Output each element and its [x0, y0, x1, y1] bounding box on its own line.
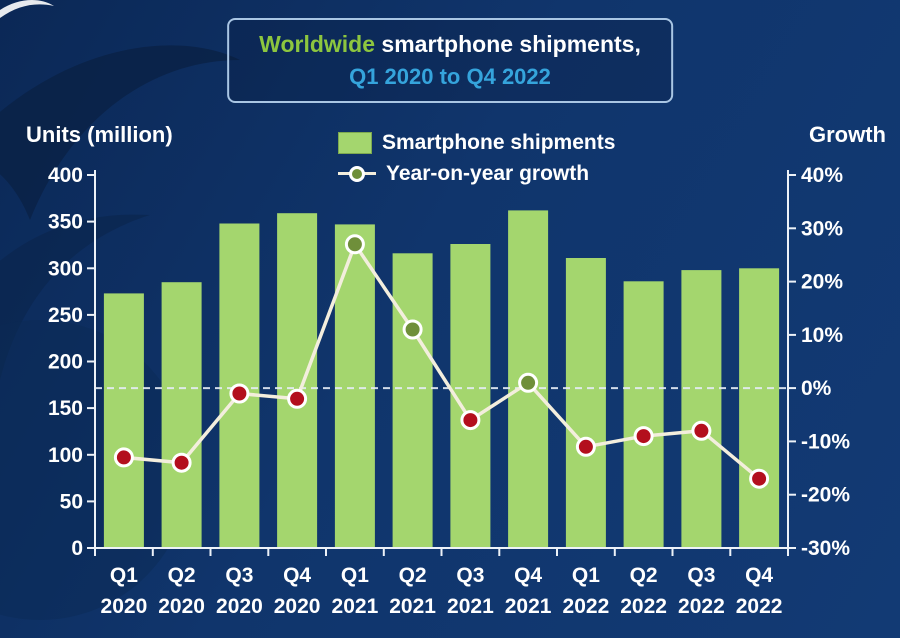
svg-text:2022: 2022	[736, 595, 783, 618]
svg-text:2022: 2022	[678, 595, 725, 618]
svg-text:0: 0	[71, 537, 83, 560]
chart-title-box: Worldwide smartphone shipments, Q1 2020 …	[227, 18, 673, 104]
svg-text:150: 150	[48, 397, 83, 420]
svg-text:Q3: Q3	[687, 564, 715, 587]
svg-text:2022: 2022	[620, 595, 667, 618]
svg-text:Q2: Q2	[399, 564, 427, 587]
svg-text:Q3: Q3	[456, 564, 484, 587]
svg-text:Q2: Q2	[630, 564, 658, 587]
svg-text:200: 200	[48, 351, 83, 374]
svg-text:Q1: Q1	[572, 564, 600, 587]
svg-text:300: 300	[48, 257, 83, 280]
svg-text:Q4: Q4	[283, 564, 311, 587]
svg-text:250: 250	[48, 304, 83, 327]
line-legend-label: Year-on-year growth	[386, 162, 590, 185]
svg-text:2022: 2022	[563, 595, 610, 618]
svg-text:2020: 2020	[158, 595, 205, 618]
bar-legend-label: Smartphone shipments	[382, 131, 616, 154]
svg-text:2020: 2020	[274, 595, 321, 618]
svg-text:-20%: -20%	[801, 484, 850, 507]
svg-text:2020: 2020	[101, 595, 148, 618]
svg-text:-30%: -30%	[801, 537, 850, 560]
svg-text:Q2: Q2	[168, 564, 196, 587]
svg-text:350: 350	[48, 211, 83, 234]
svg-text:Q4: Q4	[514, 564, 542, 587]
svg-text:30%: 30%	[801, 217, 843, 240]
right-axis-title: Growth	[809, 122, 886, 147]
svg-text:10%: 10%	[801, 324, 843, 347]
chart-title-highlight: Worldwide	[259, 31, 376, 57]
svg-text:40%: 40%	[801, 164, 843, 187]
line-legend-marker	[338, 163, 376, 185]
chart-title-rest: smartphone shipments,	[375, 31, 641, 57]
bar-legend-swatch	[338, 132, 372, 154]
legend: Smartphone shipments Year-on-year growth	[338, 131, 615, 186]
chart-title: Worldwide smartphone shipments,	[259, 28, 641, 61]
left-axis-title: Units (million)	[26, 122, 173, 147]
svg-text:2021: 2021	[447, 595, 494, 618]
svg-text:50: 50	[60, 490, 83, 513]
chart-subtitle: Q1 2020 to Q4 2022	[349, 64, 551, 90]
svg-text:Q1: Q1	[110, 564, 138, 587]
svg-text:2020: 2020	[216, 595, 263, 618]
svg-text:400: 400	[48, 164, 83, 187]
svg-text:20%: 20%	[801, 271, 843, 294]
svg-text:0%: 0%	[801, 377, 832, 400]
svg-text:Q3: Q3	[225, 564, 253, 587]
legend-item-line: Year-on-year growth	[338, 162, 615, 186]
legend-item-bars: Smartphone shipments	[338, 131, 615, 155]
svg-text:2021: 2021	[332, 595, 379, 618]
svg-text:Q4: Q4	[745, 564, 773, 587]
svg-text:Q1: Q1	[341, 564, 369, 587]
svg-text:100: 100	[48, 444, 83, 467]
svg-text:2021: 2021	[389, 595, 436, 618]
svg-text:2021: 2021	[505, 595, 552, 618]
svg-text:-10%: -10%	[801, 430, 850, 453]
